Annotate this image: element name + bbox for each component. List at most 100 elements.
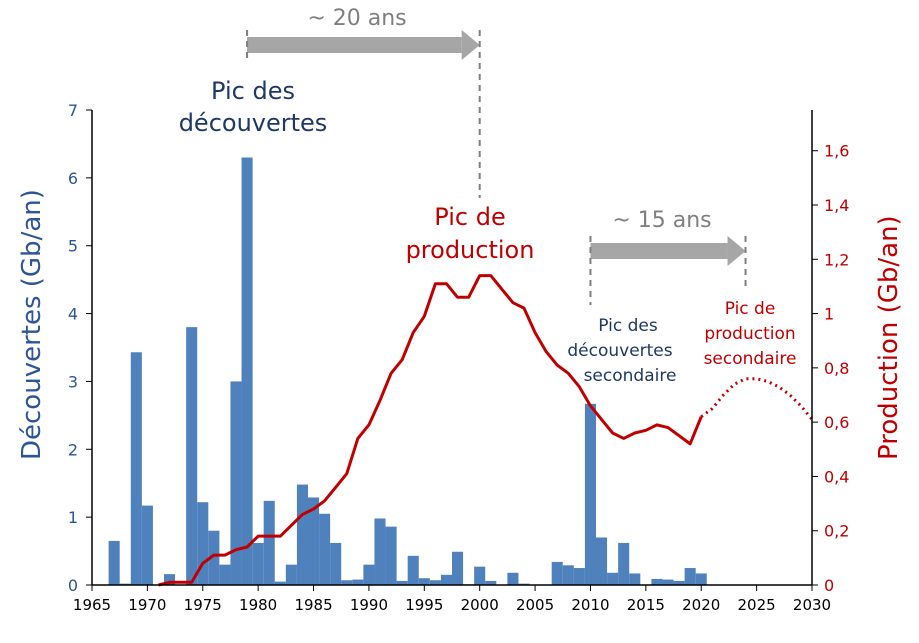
discovery-bar-1978 [230, 381, 242, 585]
y-right-tick-label: 0,6 [824, 413, 849, 432]
arrow1-label: ~ 20 ans [307, 6, 406, 31]
x-tick-label: 2030 [793, 596, 831, 614]
secondary-discoveries-label-3: secondaire [584, 366, 677, 386]
y-right-tick-label: 1,4 [824, 196, 849, 215]
y-left-tick-label: 0 [68, 576, 78, 595]
y-left-tick-label: 4 [68, 305, 78, 324]
discovery-bar-2020 [695, 573, 707, 585]
discovery-bar-1969 [130, 352, 142, 585]
discovery-bar-1986 [319, 513, 331, 585]
x-tick-label: 2005 [516, 596, 554, 614]
discovery-bar-1977 [219, 564, 231, 585]
discovery-bar-1976 [208, 530, 220, 585]
discoveries-bars [108, 157, 707, 585]
y-left-tick-label: 5 [68, 237, 78, 256]
y-left-tick-label: 1 [68, 508, 78, 527]
discovery-bar-1988 [341, 580, 353, 585]
discovery-bar-2014 [629, 573, 641, 585]
secondary-discoveries-label-2: découvertes [567, 341, 672, 361]
discovery-bar-1998 [452, 551, 464, 585]
y-right-tick-label: 1 [824, 305, 834, 324]
discovery-bar-1996 [429, 580, 441, 585]
discovery-bar-2012 [607, 572, 619, 585]
discovery-bar-2009 [573, 568, 585, 585]
secondary-production-label-1: Pic de [725, 299, 776, 319]
arrow1-head-icon [461, 30, 480, 60]
x-tick-label: 1985 [294, 596, 332, 614]
discovery-bar-1981 [263, 500, 275, 585]
arrow2-label: ~ 15 ans [612, 208, 711, 233]
x-tick-label: 1975 [184, 596, 222, 614]
discovery-bar-1980 [252, 542, 264, 585]
discovery-bar-2003 [507, 572, 519, 585]
y-right-tick-label: 1,6 [824, 142, 849, 161]
x-tick-label: 2025 [738, 596, 776, 614]
y-right-tick-label: 1,2 [824, 250, 849, 269]
discovery-bar-1995 [418, 578, 430, 585]
discovery-bar-1974 [186, 327, 198, 585]
y-right-label: Production (Gb/an) [874, 215, 904, 460]
discovery-bar-1997 [440, 574, 452, 585]
discovery-bar-1972 [164, 574, 176, 585]
y-left-tick-label: 6 [68, 169, 78, 188]
x-tick-label: 1995 [405, 596, 443, 614]
y-left-label: Découvertes (Gb/an) [17, 189, 47, 460]
y-left-tick-label: 2 [68, 440, 78, 459]
peak-discoveries-label-2: découvertes [179, 109, 328, 137]
discovery-bar-1983 [285, 564, 297, 585]
discovery-bar-2001 [485, 580, 497, 585]
discovery-bar-2008 [562, 565, 574, 585]
discovery-bar-1985 [308, 497, 320, 585]
discovery-bar-2016 [651, 578, 663, 585]
y-right-tick-label: 0,8 [824, 359, 849, 378]
discovery-bar-2013 [618, 542, 630, 585]
arrow2-head-icon [727, 236, 746, 266]
discovery-bar-1984 [296, 484, 308, 585]
discovery-bar-2018 [673, 580, 685, 585]
secondary-production-label-3: secondaire [704, 349, 797, 369]
discovery-bar-2019 [684, 568, 696, 585]
discovery-bar-1994 [407, 555, 419, 585]
discovery-bar-1992 [385, 526, 397, 585]
x-tick-label: 1965 [73, 596, 111, 614]
x-tick-label: 1970 [128, 596, 166, 614]
discovery-bar-1967 [108, 540, 120, 585]
production-projection-line [700, 377, 814, 421]
discovery-bar-2017 [662, 579, 674, 585]
discovery-bar-1989 [352, 579, 364, 585]
x-tick-label: 2000 [461, 596, 499, 614]
production-line [158, 274, 703, 587]
y-right-tick-label: 0 [824, 576, 834, 595]
y-right-tick-label: 0,2 [824, 522, 849, 541]
discovery-bar-1987 [330, 542, 342, 585]
discovery-bar-2010 [584, 403, 596, 585]
discovery-bar-1975 [197, 502, 209, 585]
arrow2-shaft [590, 243, 728, 259]
y-left-tick-label: 3 [68, 372, 78, 391]
discovery-bar-1970 [141, 505, 153, 585]
x-tick-label: 2010 [571, 596, 609, 614]
y-right-tick-label: 0,4 [824, 467, 849, 486]
discovery-bar-1990 [363, 564, 375, 585]
discovery-bar-2000 [474, 566, 486, 585]
secondary-production-label-2: production [704, 324, 795, 344]
annotations [246, 30, 747, 305]
arrow1-shaft [247, 37, 462, 53]
axes: 1965 1970 1975 1980 1985 1990 1995 2000 2005 2010… [68, 101, 850, 614]
peak-discoveries-label-1: Pic des [211, 77, 295, 105]
y-left-tick-label: 7 [68, 101, 78, 120]
peak-production-label-2: production [406, 236, 535, 264]
discovery-bar-2007 [551, 561, 563, 585]
discovery-bar-1991 [374, 518, 386, 585]
discovery-bar-1982 [274, 581, 286, 585]
discovery-bar-1979 [241, 157, 253, 585]
x-tick-label: 2020 [682, 596, 720, 614]
peak-production-label-1: Pic de [434, 203, 505, 231]
secondary-discoveries-label-1: Pic des [598, 316, 658, 336]
x-tick-label: 1990 [350, 596, 388, 614]
discovery-bar-2011 [596, 537, 608, 585]
x-tick-label: 1980 [239, 596, 277, 614]
discovery-bar-1993 [396, 580, 408, 585]
x-tick-label: 2015 [627, 596, 665, 614]
